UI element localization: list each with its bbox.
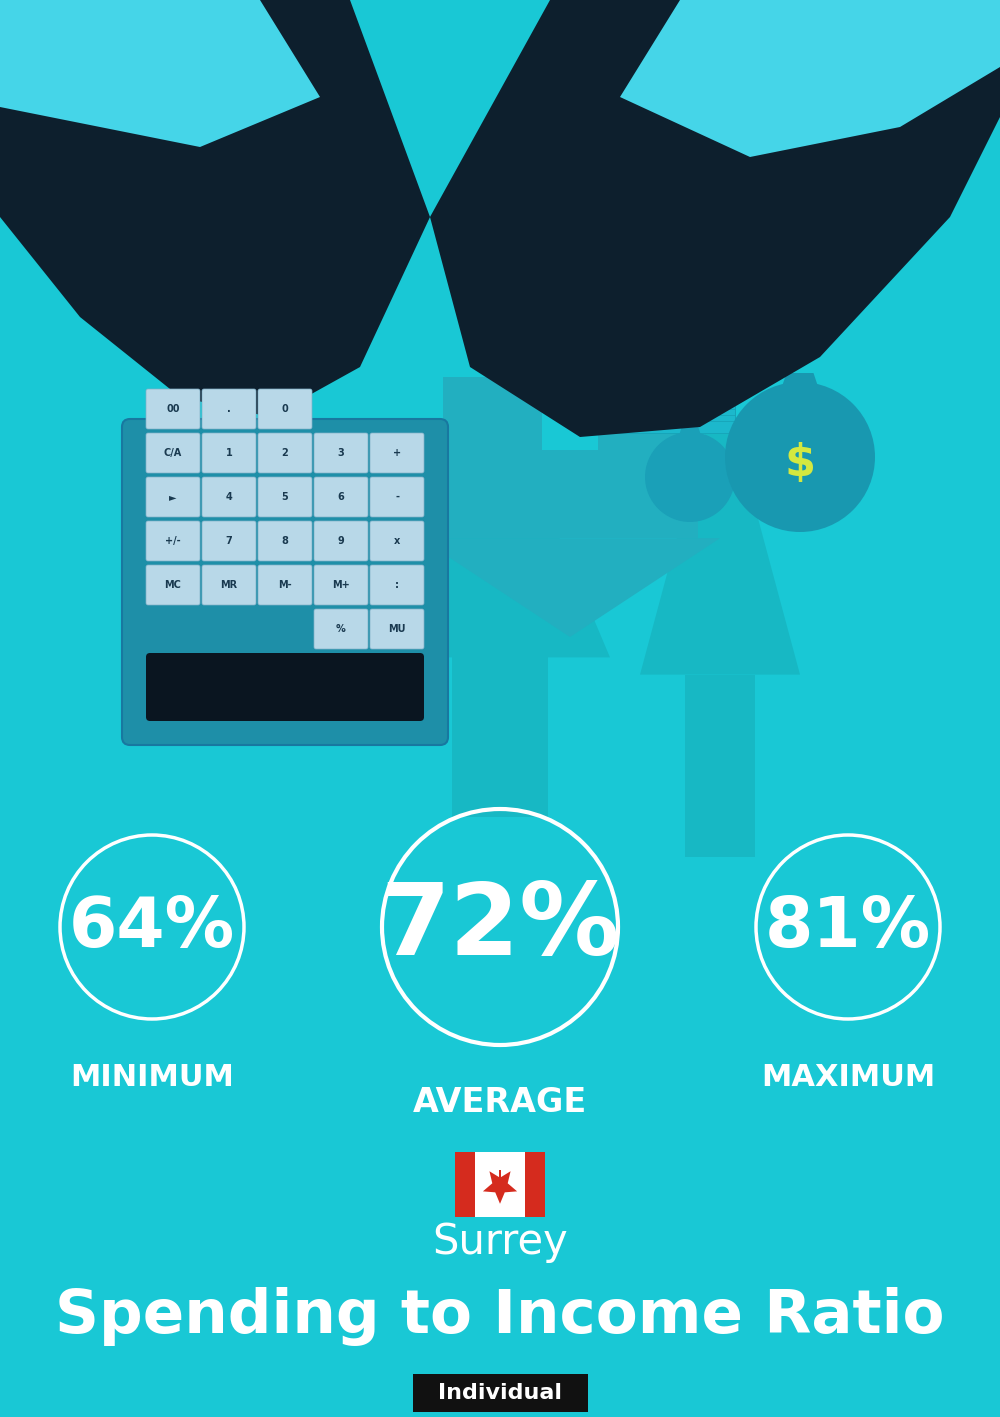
- FancyBboxPatch shape: [615, 415, 735, 427]
- FancyBboxPatch shape: [202, 478, 256, 517]
- Text: 3: 3: [338, 448, 344, 458]
- FancyBboxPatch shape: [146, 390, 200, 429]
- FancyBboxPatch shape: [122, 419, 448, 745]
- Polygon shape: [620, 0, 1000, 157]
- Polygon shape: [390, 397, 610, 657]
- FancyBboxPatch shape: [202, 434, 256, 473]
- FancyBboxPatch shape: [146, 478, 200, 517]
- FancyBboxPatch shape: [370, 565, 424, 605]
- FancyBboxPatch shape: [146, 521, 200, 561]
- Polygon shape: [779, 373, 821, 395]
- Text: ►: ►: [169, 492, 177, 502]
- FancyBboxPatch shape: [615, 421, 735, 434]
- Polygon shape: [542, 377, 598, 449]
- FancyBboxPatch shape: [370, 609, 424, 649]
- Circle shape: [645, 432, 735, 521]
- FancyBboxPatch shape: [258, 478, 312, 517]
- Text: 7: 7: [226, 536, 232, 546]
- Polygon shape: [420, 538, 720, 638]
- Text: $: $: [784, 442, 816, 485]
- Polygon shape: [452, 657, 548, 818]
- FancyBboxPatch shape: [146, 565, 200, 605]
- FancyBboxPatch shape: [413, 1374, 588, 1411]
- FancyBboxPatch shape: [455, 1152, 475, 1217]
- Text: 6: 6: [338, 492, 344, 502]
- Text: 1: 1: [226, 448, 232, 458]
- Text: %: %: [336, 623, 346, 633]
- Polygon shape: [240, 446, 380, 626]
- Circle shape: [725, 383, 875, 531]
- Text: MU: MU: [388, 623, 406, 633]
- Text: 0: 0: [282, 404, 288, 414]
- Text: Spending to Income Ratio: Spending to Income Ratio: [55, 1288, 945, 1346]
- Text: -: -: [395, 492, 399, 502]
- Polygon shape: [430, 0, 1000, 436]
- Text: AVERAGE: AVERAGE: [413, 1085, 587, 1118]
- Text: +/-: +/-: [165, 536, 181, 546]
- Polygon shape: [442, 377, 698, 538]
- FancyBboxPatch shape: [202, 565, 256, 605]
- FancyBboxPatch shape: [370, 478, 424, 517]
- Text: 64%: 64%: [69, 894, 235, 961]
- Polygon shape: [279, 626, 341, 737]
- Text: MINIMUM: MINIMUM: [70, 1063, 234, 1091]
- Text: 81%: 81%: [765, 894, 931, 961]
- FancyBboxPatch shape: [525, 1152, 545, 1217]
- FancyBboxPatch shape: [615, 402, 735, 415]
- FancyBboxPatch shape: [615, 410, 735, 421]
- FancyBboxPatch shape: [146, 653, 424, 721]
- FancyBboxPatch shape: [258, 565, 312, 605]
- FancyBboxPatch shape: [370, 434, 424, 473]
- FancyBboxPatch shape: [202, 390, 256, 429]
- Text: 00: 00: [166, 404, 180, 414]
- Text: .: .: [227, 404, 231, 414]
- Polygon shape: [0, 0, 430, 417]
- Text: M-: M-: [278, 580, 292, 589]
- FancyBboxPatch shape: [314, 478, 368, 517]
- Text: C/A: C/A: [164, 448, 182, 458]
- Text: +: +: [393, 448, 401, 458]
- Text: 4: 4: [226, 492, 232, 502]
- FancyBboxPatch shape: [146, 434, 200, 473]
- Polygon shape: [685, 674, 755, 857]
- Text: 8: 8: [282, 536, 288, 546]
- Text: M+: M+: [332, 580, 350, 589]
- FancyBboxPatch shape: [470, 1152, 530, 1217]
- Polygon shape: [613, 507, 629, 514]
- FancyBboxPatch shape: [258, 434, 312, 473]
- FancyBboxPatch shape: [314, 434, 368, 473]
- Text: 9: 9: [338, 536, 344, 546]
- Text: MAXIMUM: MAXIMUM: [761, 1063, 935, 1091]
- Text: 5: 5: [282, 492, 288, 502]
- Text: MC: MC: [165, 580, 181, 589]
- Polygon shape: [483, 1172, 517, 1204]
- Text: Individual: Individual: [438, 1383, 562, 1403]
- Text: 72%: 72%: [380, 879, 620, 975]
- FancyBboxPatch shape: [258, 390, 312, 429]
- Polygon shape: [499, 1169, 501, 1179]
- FancyBboxPatch shape: [370, 521, 424, 561]
- Polygon shape: [640, 377, 800, 674]
- Text: 2: 2: [282, 448, 288, 458]
- Text: Surrey: Surrey: [432, 1221, 568, 1263]
- Text: MR: MR: [220, 580, 238, 589]
- FancyBboxPatch shape: [314, 521, 368, 561]
- FancyBboxPatch shape: [314, 565, 368, 605]
- FancyBboxPatch shape: [202, 521, 256, 561]
- Text: x: x: [394, 536, 400, 546]
- FancyBboxPatch shape: [258, 521, 312, 561]
- Polygon shape: [677, 427, 703, 441]
- FancyBboxPatch shape: [314, 609, 368, 649]
- Text: :: :: [395, 580, 399, 589]
- FancyBboxPatch shape: [615, 397, 735, 410]
- Polygon shape: [0, 0, 320, 147]
